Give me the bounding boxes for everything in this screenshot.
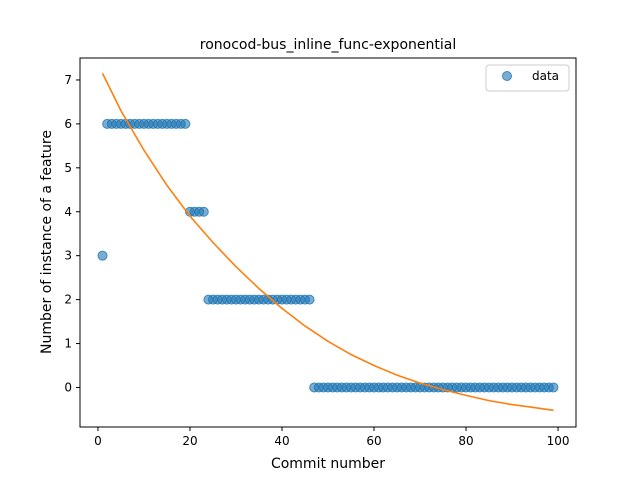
y-tick-label: 5 (64, 161, 72, 175)
x-axis-ticks: 0 20 40 60 80 100 (94, 427, 570, 448)
data-point (198, 206, 209, 217)
x-tick-label: 80 (458, 434, 473, 448)
data-point (304, 294, 315, 305)
legend-label: data (532, 69, 559, 83)
y-axis-label: Number of instance of a feature (39, 130, 55, 354)
y-tick-label: 6 (64, 117, 72, 131)
x-tick-label: 0 (94, 434, 102, 448)
y-tick-label: 0 (64, 380, 72, 394)
axes-frame (79, 57, 577, 428)
fit-curve (101, 73, 554, 412)
legend: data (485, 64, 570, 92)
chart-title: ronocod-bus_inline_func-exponential (200, 37, 456, 53)
x-tick-label: 100 (547, 434, 570, 448)
x-tick-label: 60 (366, 434, 381, 448)
y-tick-label: 2 (64, 293, 72, 307)
y-tick-label: 4 (64, 205, 72, 219)
legend-marker (502, 71, 512, 81)
x-axis-label: Commit number (271, 456, 385, 472)
x-tick-label: 20 (182, 434, 197, 448)
y-axis-ticks: 0 1 2 3 4 5 6 7 (64, 73, 80, 394)
data-point (180, 118, 191, 129)
plot-area (97, 73, 559, 412)
y-tick-label: 1 (64, 337, 72, 351)
y-tick-label: 7 (64, 73, 72, 87)
data-point (97, 250, 108, 261)
data-point (548, 382, 559, 393)
y-tick-label: 3 (64, 249, 72, 263)
x-tick-label: 40 (274, 434, 289, 448)
